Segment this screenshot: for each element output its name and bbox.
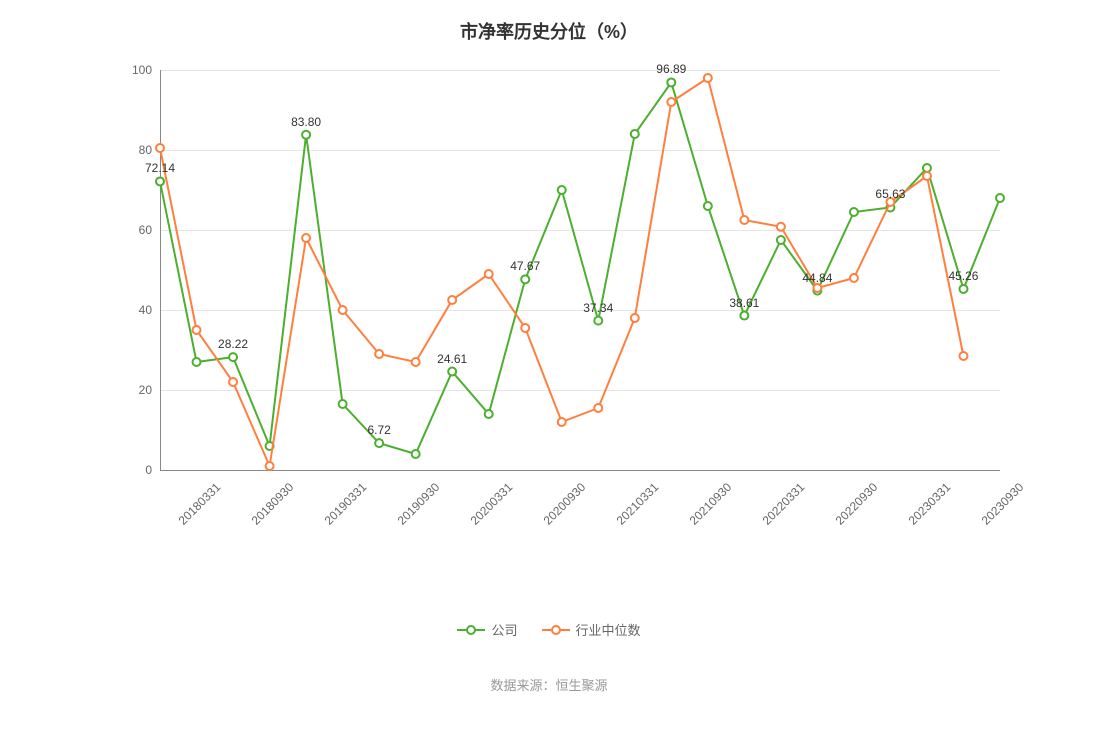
series-marker-industry_median — [740, 216, 748, 224]
x-axis-line — [160, 470, 1000, 471]
series-marker-company — [302, 131, 310, 139]
x-tick-label: 20200930 — [541, 480, 589, 528]
series-marker-industry_median — [266, 462, 274, 470]
x-tick-label: 20220930 — [833, 480, 881, 528]
legend-label: 行业中位数 — [576, 620, 641, 639]
series-line-industry_median — [160, 78, 963, 466]
legend-swatch-icon — [542, 623, 570, 637]
y-tick-label: 60 — [112, 223, 152, 237]
series-marker-company — [156, 177, 164, 185]
series-marker-company — [594, 317, 602, 325]
y-tick-label: 0 — [112, 463, 152, 477]
series-marker-industry_median — [193, 326, 201, 334]
y-tick-label: 40 — [112, 303, 152, 317]
series-marker-industry_median — [813, 284, 821, 292]
x-tick-label: 20180930 — [249, 480, 297, 528]
series-marker-company — [850, 208, 858, 216]
chart-container: 市净率历史分位（%） 02040608010020180331201809302… — [0, 0, 1098, 729]
series-marker-industry_median — [485, 270, 493, 278]
plot-area: 0204060801002018033120180930201903312019… — [160, 70, 1000, 470]
series-marker-industry_median — [375, 350, 383, 358]
series-marker-company — [412, 450, 420, 458]
legend-item-company[interactable]: 公司 — [457, 620, 517, 639]
data-source: 数据来源：恒生聚源 — [0, 675, 1098, 694]
series-marker-company — [704, 202, 712, 210]
series-marker-company — [777, 236, 785, 244]
chart-title: 市净率历史分位（%） — [0, 0, 1098, 44]
source-label: 数据来源： — [490, 678, 555, 693]
series-marker-industry_median — [594, 404, 602, 412]
series-marker-industry_median — [704, 74, 712, 82]
legend-swatch-icon — [457, 623, 485, 637]
series-marker-company — [229, 353, 237, 361]
series-marker-industry_median — [777, 223, 785, 231]
series-marker-company — [740, 312, 748, 320]
series-marker-industry_median — [558, 418, 566, 426]
series-marker-company — [339, 400, 347, 408]
series-marker-industry_median — [412, 358, 420, 366]
series-marker-company — [448, 368, 456, 376]
series-marker-industry_median — [521, 324, 529, 332]
series-marker-industry_median — [959, 352, 967, 360]
series-marker-company — [558, 186, 566, 194]
x-tick-label: 20200331 — [468, 480, 516, 528]
series-marker-company — [193, 358, 201, 366]
series-marker-industry_median — [631, 314, 639, 322]
x-tick-label: 20190930 — [395, 480, 443, 528]
series-marker-industry_median — [302, 234, 310, 242]
series-svg — [160, 70, 1000, 470]
series-marker-industry_median — [886, 198, 894, 206]
series-marker-industry_median — [229, 378, 237, 386]
series-marker-company — [996, 194, 1004, 202]
series-line-company — [160, 82, 1000, 454]
series-marker-industry_median — [667, 98, 675, 106]
series-marker-company — [631, 130, 639, 138]
x-tick-label: 20210331 — [614, 480, 662, 528]
legend: 公司 行业中位数 — [0, 620, 1098, 640]
y-tick-label: 80 — [112, 143, 152, 157]
y-tick-label: 100 — [112, 63, 152, 77]
x-tick-label: 20220331 — [760, 480, 808, 528]
x-tick-label: 20230930 — [979, 480, 1027, 528]
series-marker-industry_median — [156, 144, 164, 152]
series-marker-industry_median — [448, 296, 456, 304]
series-marker-company — [521, 275, 529, 283]
series-marker-industry_median — [850, 274, 858, 282]
legend-label: 公司 — [491, 620, 517, 639]
series-marker-industry_median — [923, 172, 931, 180]
chart-plot-wrapper: 0204060801002018033120180930201903312019… — [120, 70, 1000, 530]
legend-item-industry_median[interactable]: 行业中位数 — [542, 620, 641, 639]
series-marker-company — [667, 78, 675, 86]
source-value: 恒生聚源 — [556, 678, 608, 693]
x-tick-label: 20180331 — [176, 480, 224, 528]
x-tick-label: 20210930 — [687, 480, 735, 528]
series-marker-industry_median — [339, 306, 347, 314]
x-tick-label: 20230331 — [906, 480, 954, 528]
series-marker-company — [375, 439, 383, 447]
x-tick-label: 20190331 — [322, 480, 370, 528]
y-tick-label: 20 — [112, 383, 152, 397]
series-marker-company — [959, 285, 967, 293]
series-marker-company — [485, 410, 493, 418]
series-marker-company — [923, 164, 931, 172]
